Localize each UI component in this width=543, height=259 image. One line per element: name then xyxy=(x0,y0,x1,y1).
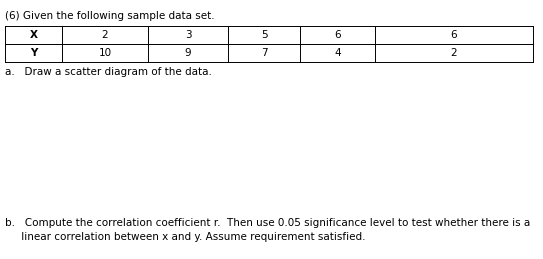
Text: 6: 6 xyxy=(451,30,457,40)
Text: 9: 9 xyxy=(185,48,191,58)
Text: 5: 5 xyxy=(261,30,267,40)
Text: 10: 10 xyxy=(98,48,111,58)
Text: a.   Draw a scatter diagram of the data.: a. Draw a scatter diagram of the data. xyxy=(5,67,212,77)
Text: 2: 2 xyxy=(102,30,108,40)
Text: Y: Y xyxy=(30,48,37,58)
Text: linear correlation between x and y. Assume requirement satisfied.: linear correlation between x and y. Assu… xyxy=(5,232,365,242)
Text: b.   Compute the correlation coefficient r.  Then use 0.05 significance level to: b. Compute the correlation coefficient r… xyxy=(5,218,531,228)
Text: 4: 4 xyxy=(334,48,341,58)
Text: 6: 6 xyxy=(334,30,341,40)
Text: (6) Given the following sample data set.: (6) Given the following sample data set. xyxy=(5,11,214,21)
Text: 2: 2 xyxy=(451,48,457,58)
Text: 7: 7 xyxy=(261,48,267,58)
Text: X: X xyxy=(29,30,37,40)
Text: 3: 3 xyxy=(185,30,191,40)
